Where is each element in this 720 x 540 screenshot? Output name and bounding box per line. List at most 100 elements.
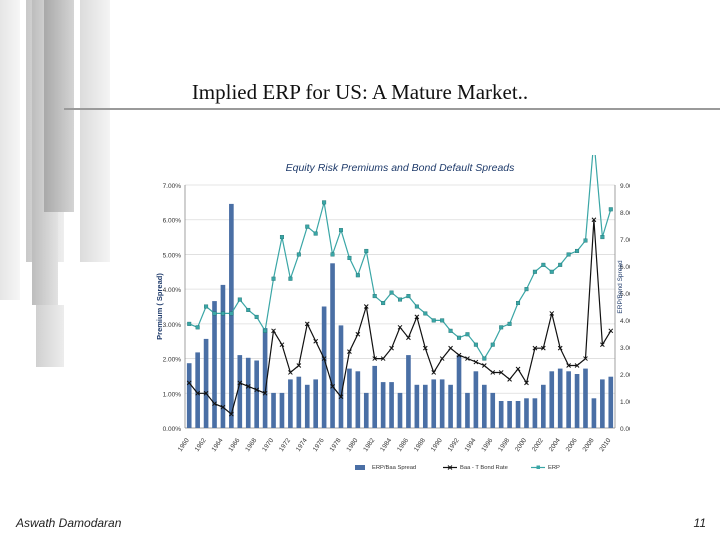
bar-1969 <box>262 328 268 428</box>
right-axis-label: ERP/Bond Spread <box>617 260 624 314</box>
erp-point-2003 <box>549 269 554 274</box>
spread-point-1962 <box>203 390 209 396</box>
x-tick-label: 1964 <box>211 437 225 453</box>
erp-point-1960 <box>187 321 192 326</box>
bar-1974 <box>304 384 310 428</box>
spread-point-1995 <box>481 363 487 368</box>
bar-1988 <box>422 384 428 428</box>
spread-point-1989 <box>431 370 437 375</box>
spread-point-1996 <box>490 370 496 375</box>
x-tick-label: 2000 <box>514 437 528 453</box>
bar-2005 <box>566 371 571 428</box>
erp-point-1996 <box>490 342 495 347</box>
bar-1984 <box>389 382 394 428</box>
erp-point-1983 <box>381 301 386 306</box>
bar-1985 <box>397 392 403 428</box>
erp-point-1961 <box>195 325 200 330</box>
x-tick-label: 1962 <box>194 437 208 453</box>
legend-marker <box>536 465 540 469</box>
bar-2000 <box>524 398 529 428</box>
erp-point-2005 <box>566 252 571 257</box>
right-tick-label: 7.00 <box>620 237 630 244</box>
bar-2008 <box>591 398 597 428</box>
x-tick-label: 1978 <box>329 437 343 453</box>
spread-point-2005 <box>566 363 571 368</box>
bar-1971 <box>279 392 285 428</box>
erp-point-1981 <box>364 248 369 253</box>
x-tick-label: 1970 <box>261 437 275 453</box>
erp-point-1969 <box>263 328 268 333</box>
x-tick-label: 1986 <box>396 437 410 453</box>
x-tick-label: 1994 <box>463 437 477 453</box>
erp-point-1966 <box>237 297 242 302</box>
spread-point-1965 <box>229 411 234 417</box>
erp-point-1964 <box>220 311 225 316</box>
x-tick-label: 1972 <box>278 437 292 453</box>
right-tick-label: 4.00 <box>620 318 630 325</box>
x-tick-label: 2008 <box>582 437 596 453</box>
left-tick-label: 0.00% <box>163 426 182 433</box>
erp-point-1994 <box>473 342 478 347</box>
erp-point-2009 <box>600 235 605 240</box>
erp-point-2006 <box>575 248 580 253</box>
x-tick-label: 2006 <box>565 437 579 453</box>
spread-point-1981 <box>363 304 369 309</box>
erp-point-1965 <box>229 311 234 316</box>
x-tick-label: 1998 <box>497 437 511 453</box>
bar-2010 <box>608 376 614 428</box>
spread-point-2009 <box>599 342 605 348</box>
bar-1987 <box>414 384 420 428</box>
spread-point-2001 <box>532 345 538 351</box>
spread-point-1963 <box>212 401 217 407</box>
bar-2007 <box>583 368 588 428</box>
legend-label: ERP/Baa Spread <box>372 465 416 471</box>
spread-point-2008 <box>591 217 597 223</box>
spread-point-1976 <box>321 356 327 361</box>
spread-point-1978 <box>338 394 344 400</box>
bar-1963 <box>212 301 217 428</box>
bar-1961 <box>195 352 200 428</box>
bar-1965 <box>229 203 234 428</box>
right-tick-label: 9.00 <box>620 183 630 190</box>
spread-point-2004 <box>557 345 563 351</box>
erp-point-1974 <box>305 224 310 229</box>
spread-point-1985 <box>397 324 403 330</box>
spread-point-2000 <box>524 380 529 386</box>
erp-point-1979 <box>347 255 352 260</box>
footer-author: Aswath Damodaran <box>16 516 122 530</box>
left-tick-label: 4.00% <box>163 287 182 294</box>
series-line-baa-t-bond-rate <box>188 219 612 416</box>
bar-1997 <box>498 401 504 428</box>
bar-1981 <box>363 392 369 428</box>
left-tick-label: 6.00% <box>163 218 182 225</box>
bar-1976 <box>321 306 327 428</box>
spread-point-1982 <box>372 356 378 361</box>
bar-1975 <box>313 379 319 428</box>
left-tick-label: 5.00% <box>163 252 182 259</box>
right-tick-label: 1.00 <box>620 399 630 406</box>
erp-point-1963 <box>212 311 217 316</box>
erp-point-1989 <box>431 318 436 323</box>
bar-2004 <box>557 368 563 428</box>
chart-title: Equity Risk Premiums and Bond Default Sp… <box>286 162 516 174</box>
spread-point-1994 <box>473 359 479 365</box>
erp-chart: Equity Risk Premiums and Bond Default Sp… <box>155 155 630 471</box>
slide-title: Implied ERP for US: A Mature Market.. <box>191 80 529 104</box>
spread-point-1971 <box>279 342 285 348</box>
spread-point-1969 <box>262 390 268 396</box>
erp-point-1992 <box>457 335 462 340</box>
erp-point-2002 <box>541 262 546 267</box>
spread-point-1991 <box>448 345 453 351</box>
bar-1998 <box>507 401 512 428</box>
bar-2003 <box>549 371 555 428</box>
erp-point-1984 <box>389 290 394 295</box>
erp-point-1971 <box>279 235 284 240</box>
x-tick-label: 1992 <box>447 437 461 453</box>
x-tick-label: 1976 <box>312 437 326 453</box>
spread-point-1977 <box>330 383 335 389</box>
spread-point-1984 <box>389 345 394 351</box>
erp-point-1999 <box>516 301 521 306</box>
bar-1962 <box>203 338 209 428</box>
spread-point-1988 <box>422 345 428 351</box>
right-tick-label: 2.00 <box>620 372 630 379</box>
